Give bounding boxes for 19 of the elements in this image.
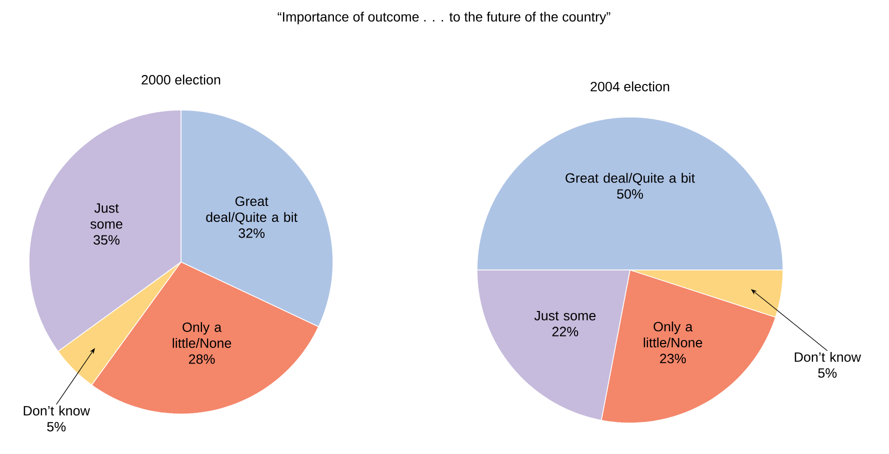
data-label: 23% [660,354,686,364]
slice-label: Only a little/None [644,322,702,348]
slice-label: Great deal/Quite a bit [206,196,298,224]
data-label: 28% [189,354,215,364]
slice-label: Don’t know [794,352,862,362]
data-label: 50% [617,189,643,199]
data-label: 32% [238,228,265,238]
data-label: 22% [552,326,578,336]
slice-label: Don’t know [24,406,90,416]
chart-subtitle: 2000 election [142,74,220,85]
data-label: 35% [94,235,120,245]
text: “Importance of outcome . . . to the future of the country” [278,12,610,24]
slice-label: Just some [534,311,596,320]
slice-label: Great deal/Quite a bit [566,172,695,186]
chart-subtitle: 2004 election [590,81,670,92]
data-label: 5% [818,368,837,378]
slice-label: Only a little/None [172,322,232,348]
slice-label: Just some [90,203,122,229]
data-label: 5% [47,422,66,432]
